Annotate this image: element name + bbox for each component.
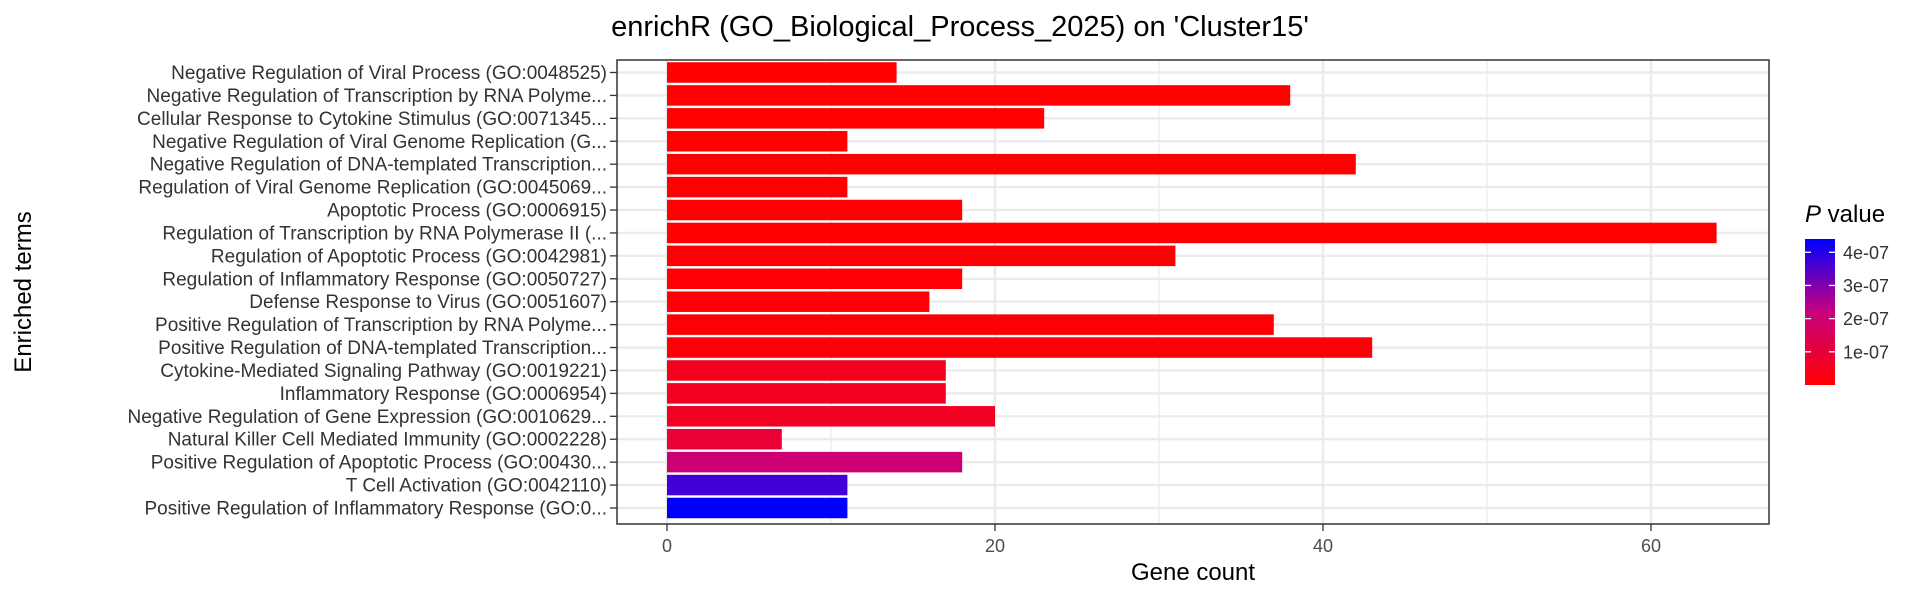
x-tick-label: 0	[662, 536, 672, 556]
y-tick-label: Positive Regulation of Apoptotic Process…	[151, 453, 607, 474]
bar	[667, 428, 782, 450]
y-tick-label: Regulation of Inflammatory Response (GO:…	[162, 269, 607, 290]
y-tick-label: Positive Regulation of Transcription by …	[155, 315, 607, 336]
y-tick-labels: Negative Regulation of Viral Process (GO…	[127, 63, 617, 519]
color-legend: P value 1e-07 2e-07 3e-07 4e-07	[1805, 201, 1889, 385]
bar	[667, 314, 1274, 335]
x-axis-title: Gene count	[1131, 559, 1255, 586]
bar	[667, 85, 1291, 106]
y-tick-label: Negative Regulation of Viral Genome Repl…	[152, 132, 607, 153]
bar	[667, 108, 1045, 129]
y-tick-label: Negative Regulation of Gene Expression (…	[127, 407, 607, 428]
bar	[667, 291, 930, 312]
y-tick-label: Cellular Response to Cytokine Stimulus (…	[137, 109, 607, 130]
bar	[667, 268, 963, 290]
bar	[667, 245, 1176, 267]
y-tick-label: Regulation of Apoptotic Process (GO:0042…	[211, 246, 607, 267]
y-tick-label: Inflammatory Response (GO:0006954)	[280, 384, 607, 405]
bar	[667, 337, 1373, 358]
bars	[667, 62, 1717, 519]
bar	[667, 406, 995, 427]
y-tick-label: Regulation of Transcription by RNA Polym…	[162, 223, 607, 244]
legend-title-italic: P	[1805, 201, 1821, 228]
y-tick-label: Negative Regulation of Viral Process (GO…	[171, 63, 607, 84]
y-tick-label: Defense Response to Virus (GO:0051607)	[249, 292, 607, 313]
bar	[667, 62, 897, 83]
y-tick-label: Apoptotic Process (GO:0006915)	[327, 201, 607, 222]
legend-tick-label: 2e-07	[1843, 309, 1889, 329]
x-tick-label: 20	[985, 536, 1005, 556]
y-axis-title: Enriched terms	[10, 211, 37, 372]
bar	[667, 131, 848, 152]
bar	[667, 222, 1717, 244]
bar	[667, 451, 963, 473]
y-tick-label: Positive Regulation of DNA-templated Tra…	[158, 338, 607, 359]
bar	[667, 474, 848, 496]
bar	[667, 153, 1356, 175]
chart-title: enrichR (GO_Biological_Process_2025) on …	[611, 11, 1309, 43]
bar	[667, 497, 848, 519]
bar	[667, 199, 963, 221]
bar	[667, 360, 946, 381]
x-tick-label: 40	[1313, 536, 1333, 556]
x-tick-label: 60	[1641, 536, 1661, 556]
bar	[667, 176, 848, 198]
y-tick-label: Negative Regulation of DNA-templated Tra…	[150, 155, 607, 176]
plot-border	[616, 59, 1770, 525]
x-tick-labels: 0 20 40 60	[662, 524, 1661, 556]
y-tick-label: Positive Regulation of Inflammatory Resp…	[144, 498, 607, 519]
legend-tick-label: 4e-07	[1843, 243, 1889, 263]
bar	[667, 383, 946, 404]
y-tick-label: Cytokine-Mediated Signaling Pathway (GO:…	[160, 361, 607, 382]
y-tick-label: Negative Regulation of Transcription by …	[147, 86, 607, 107]
y-tick-label: Natural Killer Cell Mediated Immunity (G…	[168, 430, 607, 451]
y-tick-label: Regulation of Viral Genome Replication (…	[138, 178, 607, 199]
legend-tick-label: 1e-07	[1843, 342, 1889, 362]
legend-colorbar	[1805, 239, 1835, 385]
legend-title: P value	[1805, 201, 1885, 228]
legend-ticks: 1e-07 2e-07 3e-07 4e-07	[1805, 243, 1889, 362]
y-tick-label: T Cell Activation (GO:0042110)	[346, 476, 607, 497]
legend-title-rest: value	[1821, 201, 1885, 228]
legend-tick-label: 3e-07	[1843, 276, 1889, 296]
